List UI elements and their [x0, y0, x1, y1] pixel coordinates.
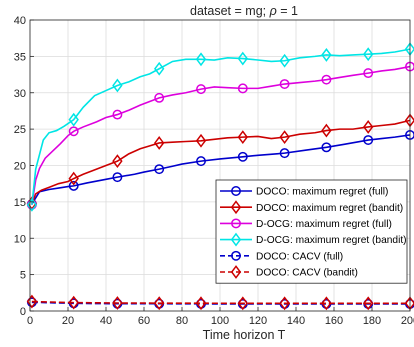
series-point — [68, 112, 79, 127]
series-point — [363, 135, 374, 145]
series-point — [195, 296, 207, 311]
series-point — [237, 130, 248, 145]
series-point — [112, 78, 123, 93]
series-point — [321, 142, 332, 153]
chart-title-suffix: = 1 — [277, 4, 298, 18]
x-tick-label: 140 — [287, 315, 305, 327]
x-tick-label: 160 — [325, 315, 343, 327]
legend: DOCO: maximum regret (full) DOCO: maximum… — [215, 179, 408, 284]
x-tick-label: 0 — [27, 315, 33, 327]
series-point — [363, 296, 374, 311]
series-point — [26, 197, 38, 212]
series-point — [196, 156, 206, 167]
series-point — [279, 79, 290, 89]
series-3 — [26, 42, 414, 212]
legend-marker — [230, 265, 242, 279]
chart-title: dataset = mg; ρ = 1 — [190, 4, 298, 18]
series-line — [31, 119, 411, 204]
chart-title-prefix: dataset = mg; — [190, 4, 270, 18]
series-point — [154, 61, 165, 76]
series-point — [363, 68, 374, 79]
series-point — [68, 171, 79, 186]
y-tick-label: 20 — [14, 161, 26, 173]
series-point — [154, 136, 165, 150]
y-tick-label: 10 — [14, 233, 26, 245]
x-tick-label: 200 — [401, 315, 414, 327]
series-1 — [26, 113, 414, 211]
x-tick-label: 120 — [249, 315, 267, 327]
chart-title-rho: ρ — [269, 4, 277, 18]
y-tick-label: 35 — [14, 51, 26, 63]
series-5 — [26, 294, 414, 311]
y-tick-label: 0 — [20, 306, 26, 318]
series-point — [26, 294, 38, 309]
legend-marker — [230, 232, 242, 247]
series-point — [321, 74, 332, 85]
series-point — [154, 164, 165, 175]
y-tick-label: 15 — [14, 197, 26, 209]
series-point — [112, 172, 123, 183]
legend-marker — [231, 186, 241, 196]
legend-label: DOCO: CACV (full) — [256, 251, 343, 262]
series-point — [321, 296, 332, 311]
series-point — [237, 83, 248, 94]
x-tick-label: 80 — [176, 315, 188, 327]
series-point — [68, 295, 79, 310]
series-point — [279, 53, 290, 68]
series-point — [154, 92, 165, 103]
series-point — [196, 84, 206, 95]
series-point — [112, 154, 123, 169]
series-point — [154, 296, 165, 311]
series-point — [363, 120, 374, 134]
legend-label: DOCO: maximum regret (full) — [256, 187, 388, 198]
legend-entry: DOCO: CACV (bandit) — [220, 265, 358, 279]
series-point — [112, 296, 123, 310]
x-axis-label: Time horizon T — [203, 328, 286, 342]
legend-label: DOCO: CACV (bandit) — [256, 268, 358, 279]
legend-label: D-OCG: maximum regret (full) — [256, 219, 392, 230]
x-tick-label: 100 — [211, 315, 229, 327]
y-tick-label: 5 — [20, 270, 26, 282]
series-point — [195, 52, 207, 67]
series-layer — [26, 42, 414, 311]
legend-entry: D-OCG: maximum regret (bandit) — [220, 232, 407, 247]
series-line — [31, 48, 411, 205]
series-point — [279, 296, 290, 311]
series-point — [363, 47, 374, 62]
x-tick-label: 60 — [138, 315, 150, 327]
legend-label: D-OCG: maximum regret (bandit) — [256, 235, 407, 246]
series-point — [279, 148, 290, 159]
series-point — [279, 130, 290, 145]
series-point — [321, 47, 332, 62]
legend-marker — [230, 200, 242, 215]
series-point — [112, 109, 123, 120]
axis-ticks: 0 20 40 60 80 100 120 140 160 180 200 0 5 10 15 20 25 30 3… — [14, 15, 414, 327]
legend-entry: D-OCG: maximum regret (full) — [220, 218, 392, 230]
legend-box — [215, 179, 408, 284]
series-point — [237, 151, 248, 162]
series-line — [31, 65, 411, 205]
y-tick-label: 30 — [14, 88, 26, 100]
y-tick-label: 40 — [14, 15, 26, 27]
y-tick-label: 25 — [14, 124, 26, 136]
x-tick-label: 40 — [100, 315, 112, 327]
series-point — [237, 296, 248, 311]
x-tick-label: 180 — [363, 315, 381, 327]
series-line — [31, 300, 410, 305]
legend-entry: DOCO: maximum regret (full) — [220, 186, 388, 198]
legend-marker — [231, 250, 241, 261]
legend-label: DOCO: maximum regret (bandit) — [256, 203, 403, 214]
series-point — [195, 133, 207, 148]
series-point — [68, 180, 79, 191]
legend-marker — [231, 218, 241, 229]
legend-entry: DOCO: maximum regret (bandit) — [220, 200, 403, 215]
series-point — [68, 126, 79, 137]
x-tick-label: 20 — [62, 315, 74, 327]
legend-entry: DOCO: CACV (full) — [220, 250, 343, 262]
series-point — [237, 51, 248, 66]
series-point — [321, 123, 332, 138]
